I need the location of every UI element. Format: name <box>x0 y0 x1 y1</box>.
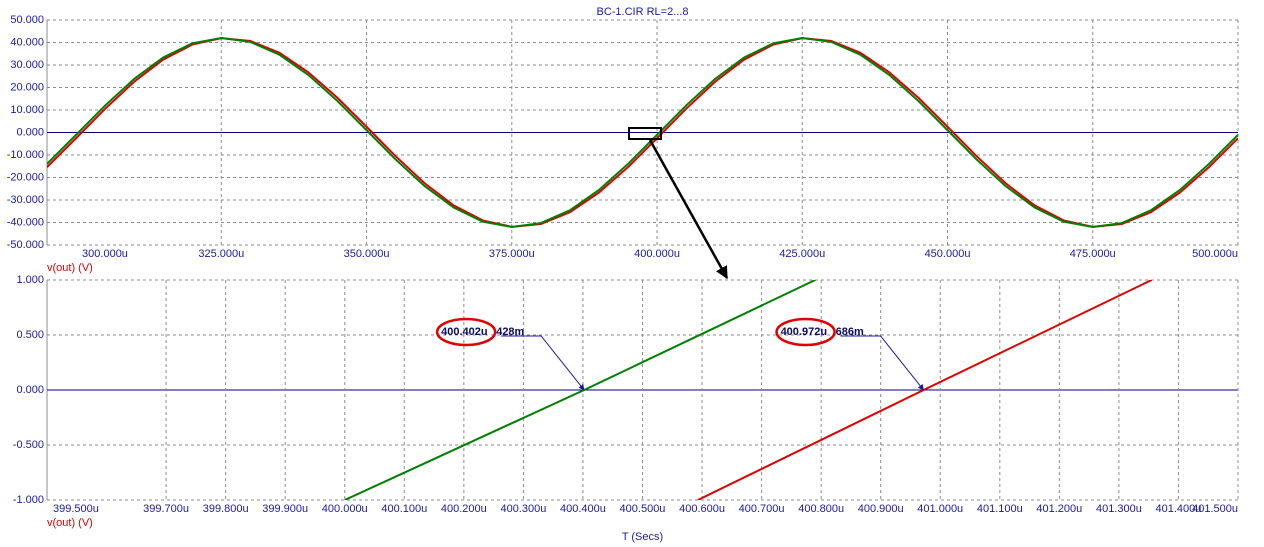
x-tick-label: 400.900u <box>858 503 904 515</box>
x-tick-label: 400.100u <box>381 503 427 515</box>
y-tick-label: -0.500 <box>13 439 44 451</box>
y-tick-label: 10.000 <box>10 104 44 116</box>
x-tick-label: 401.200u <box>1036 503 1082 515</box>
x-tick-label: 400.800u <box>798 503 844 515</box>
y-tick-label: 30.000 <box>10 59 44 71</box>
x-tick-label: 375.000u <box>489 248 535 260</box>
zoom-arrow <box>648 139 729 280</box>
y-tick-label: -30.000 <box>7 194 44 206</box>
x-tick-label: 325.000u <box>198 248 244 260</box>
x-tick-label: 400.400u <box>560 503 606 515</box>
y-tick-label: 20.000 <box>10 81 44 93</box>
plot-layer: -50.000 -40.000 -30.000 -20.000 -10.000 0.000… <box>7 6 1239 543</box>
annotation-label: 400.402u <box>441 326 487 338</box>
x-tick-label: 400.700u <box>739 503 785 515</box>
x-tick-label: 401.500u <box>1192 503 1238 515</box>
x-tick-label: 399.700u <box>143 503 189 515</box>
x-tick-label: 400.600u <box>679 503 725 515</box>
x-tick-label: 350.000u <box>344 248 390 260</box>
y-tick-label: -10.000 <box>7 149 44 161</box>
y-axis-label: v(out) (V) <box>47 262 93 274</box>
y-tick-label: 0.000 <box>16 126 44 138</box>
annotation-value: .428m <box>493 326 524 338</box>
annotation-leader <box>840 335 924 391</box>
x-tick-label: 400.500u <box>620 503 666 515</box>
x-tick-label: 401.000u <box>917 503 963 515</box>
annotation-label: 400.972u <box>781 326 827 338</box>
x-tick-label: 500.000u <box>1192 248 1238 260</box>
annotation-value: .686m <box>833 326 864 338</box>
annotation-circle <box>435 317 497 347</box>
y-tick-label: 1.000 <box>16 274 44 286</box>
series-line <box>47 37 1238 228</box>
zoom-box <box>628 127 662 140</box>
x-tick-label: 401.400u <box>1156 503 1202 515</box>
y-tick-label: -40.000 <box>7 216 44 228</box>
y-tick-label: -20.000 <box>7 171 44 183</box>
x-tick-label: 425.000u <box>779 248 825 260</box>
x-tick-label: 401.100u <box>977 503 1023 515</box>
x-tick-label: 399.900u <box>262 503 308 515</box>
y-axis-label: v(out) (V) <box>47 517 93 529</box>
x-tick-label: 401.300u <box>1096 503 1142 515</box>
x-tick-label: 400.000u <box>322 503 368 515</box>
y-tick-label: 0.500 <box>16 329 44 341</box>
y-tick-label: 50.000 <box>10 14 44 26</box>
x-tick-label: 400.200u <box>441 503 487 515</box>
x-tick-label: 400.000u <box>634 248 680 260</box>
y-tick-label: 0.000 <box>16 384 44 396</box>
x-axis-label: T (Secs) <box>622 531 663 543</box>
y-tick-label: -1.000 <box>13 494 44 506</box>
annotation-circle <box>775 317 836 347</box>
x-tick-label: 475.000u <box>1070 248 1116 260</box>
y-tick-label: -50.000 <box>7 239 44 251</box>
x-tick-label: 300.000u <box>82 248 128 260</box>
chart-title: BC-1.CIR RL=2...8 <box>596 6 688 18</box>
x-tick-label: 450.000u <box>925 248 971 260</box>
y-tick-label: 40.000 <box>10 36 44 48</box>
x-tick-label: 400.300u <box>500 503 546 515</box>
annotation-leader <box>501 335 585 391</box>
x-tick-label: 399.800u <box>203 503 249 515</box>
x-tick-label: 399.500u <box>53 503 99 515</box>
